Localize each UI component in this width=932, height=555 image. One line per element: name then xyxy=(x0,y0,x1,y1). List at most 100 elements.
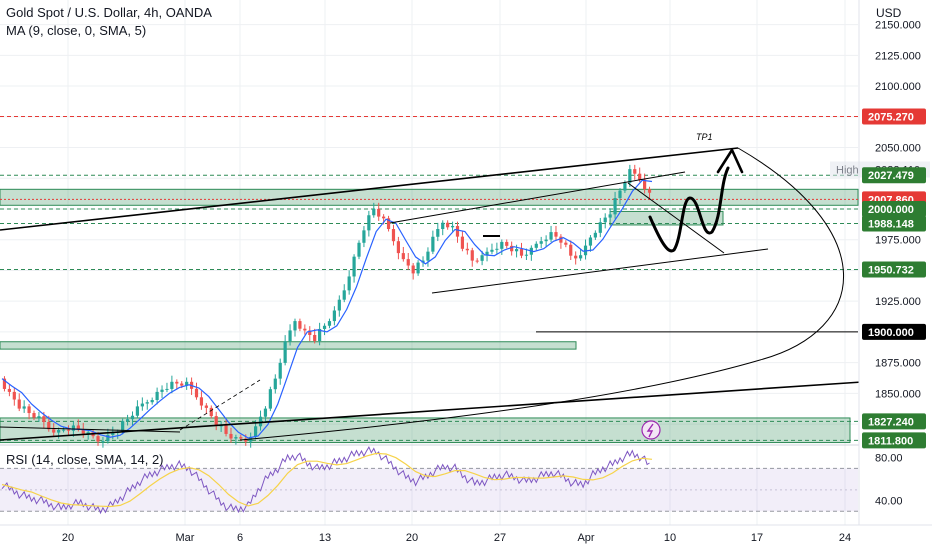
candle-body xyxy=(278,362,282,379)
price-badge-label: 2075.270 xyxy=(868,111,914,123)
price-badge-label: 2000.000 xyxy=(868,204,914,216)
candle xyxy=(554,225,558,241)
candle-body xyxy=(86,432,90,434)
candle-body xyxy=(623,182,627,191)
price-badge xyxy=(862,200,926,217)
time-tick-label: 6 xyxy=(237,532,243,544)
candle-body xyxy=(214,416,218,426)
time-tick-label: 24 xyxy=(839,532,851,544)
rsi-legend[interactable]: RSI (14, close, SMA, 14, 2) xyxy=(6,452,164,467)
candle-body xyxy=(76,425,80,430)
candle-body xyxy=(234,437,238,439)
candle-body xyxy=(446,222,450,228)
candle xyxy=(475,258,479,264)
candle xyxy=(2,376,7,392)
grid xyxy=(0,0,858,525)
candle-body xyxy=(239,437,243,439)
candle xyxy=(510,241,514,256)
price-tick-label: 2125.000 xyxy=(875,50,921,62)
candle xyxy=(327,318,332,329)
candle-body xyxy=(426,251,430,261)
candle-body xyxy=(337,299,341,311)
candle-body xyxy=(194,388,199,398)
candle-body xyxy=(57,430,61,433)
candle-body xyxy=(111,432,115,435)
candle xyxy=(603,213,607,229)
candle xyxy=(273,374,277,394)
arc-curve xyxy=(239,147,844,441)
candle-body xyxy=(411,265,415,274)
candle-body xyxy=(17,399,21,409)
price-badge-label: 1827.240 xyxy=(868,416,914,428)
candle xyxy=(17,393,21,412)
price-badge-label: 1811.800 xyxy=(868,435,913,447)
candle xyxy=(391,224,396,246)
candle xyxy=(194,382,199,400)
candle xyxy=(357,240,361,260)
candle-body xyxy=(352,256,356,277)
candle xyxy=(61,427,66,433)
price-tick-label: 2150.000 xyxy=(875,20,921,32)
candle-body xyxy=(638,173,642,180)
candle xyxy=(633,164,637,180)
candle xyxy=(101,436,105,448)
candle xyxy=(263,406,268,423)
candle-body xyxy=(603,217,607,223)
candle xyxy=(170,375,174,394)
candle-body xyxy=(135,406,140,416)
candle xyxy=(583,239,588,260)
candle-body xyxy=(244,438,248,442)
candle-body xyxy=(450,225,455,228)
candle xyxy=(130,411,135,426)
candle-body xyxy=(66,429,71,431)
candle xyxy=(57,427,61,439)
candle-body xyxy=(460,236,465,249)
horizontal-levels xyxy=(0,115,858,441)
candle-body xyxy=(593,232,597,238)
ma-legend[interactable]: MA (9, close, 0, SMA, 5) xyxy=(6,23,147,38)
candle-body xyxy=(386,218,391,230)
candle xyxy=(500,239,504,255)
candle-body xyxy=(121,421,125,432)
candle-body xyxy=(559,236,563,243)
candle-body xyxy=(229,433,233,439)
price-badge xyxy=(862,432,926,449)
wedge-line xyxy=(627,182,725,254)
time-tick-label: 10 xyxy=(664,532,676,544)
candle-body xyxy=(7,388,11,392)
candle xyxy=(303,324,307,335)
candle-body xyxy=(288,330,292,342)
candle-body xyxy=(643,179,647,190)
candle xyxy=(125,414,130,426)
candle-body xyxy=(391,229,396,242)
candle-body xyxy=(539,241,543,244)
price-labels: High2032.1102075.2702027.4792007.8602000… xyxy=(830,108,930,449)
candle-body xyxy=(510,245,514,252)
candle-body xyxy=(71,425,76,431)
candle-body xyxy=(357,242,361,257)
candle-body xyxy=(598,222,602,233)
rsi-tick-label: 80.00 xyxy=(875,453,903,465)
candle-body xyxy=(155,391,159,401)
support-zone xyxy=(0,188,859,206)
candle-body xyxy=(470,250,474,261)
candle-body xyxy=(318,328,322,342)
candle-body xyxy=(308,330,312,335)
arrow-head-icon xyxy=(716,148,744,174)
candle-body xyxy=(465,248,469,251)
candle-body xyxy=(347,276,351,291)
candle xyxy=(539,236,543,249)
dashed-trend xyxy=(179,379,261,431)
candle-body xyxy=(613,198,617,215)
candle xyxy=(396,236,401,260)
candle-body xyxy=(514,249,519,252)
upper-trendline xyxy=(0,147,739,231)
channel-top xyxy=(389,171,686,224)
candle-body xyxy=(219,425,223,427)
price-badge-label: 2027.479 xyxy=(868,170,914,182)
candle-body xyxy=(298,321,302,329)
price-badge xyxy=(862,413,926,430)
candle-body xyxy=(441,222,445,230)
